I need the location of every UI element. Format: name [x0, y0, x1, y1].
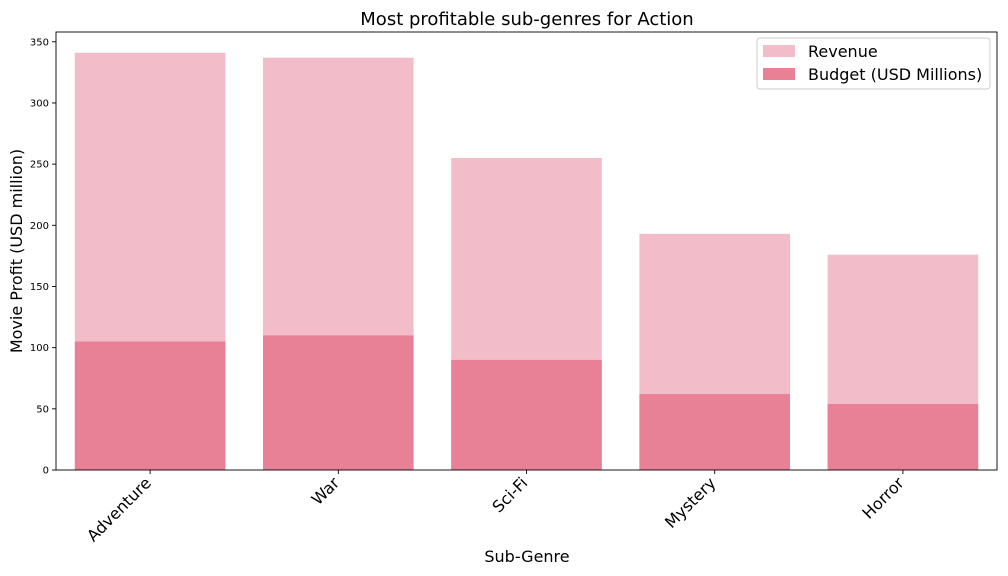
- y-tick-label: 0: [43, 466, 49, 477]
- y-tick-label: 300: [30, 98, 49, 109]
- y-tick-label: 200: [30, 221, 49, 232]
- bar-budget-horror: [827, 403, 979, 470]
- legend-swatch: [763, 45, 795, 57]
- bar-budget-war: [263, 335, 414, 470]
- x-axis-label: Sub-Genre: [484, 547, 569, 566]
- x-axis: Adventure War Sci-Fi Mystery Horror: [83, 470, 908, 545]
- bar-budget-adventure: [74, 341, 226, 470]
- x-tick-label-adventure: Adventure: [83, 473, 155, 545]
- legend-swatch: [763, 68, 795, 80]
- legend-label: Budget (USD Millions): [808, 65, 982, 84]
- y-tick-label: 250: [30, 160, 49, 171]
- x-tick-label-war: War: [308, 473, 344, 509]
- x-tick-label-mystery: Mystery: [661, 473, 720, 532]
- y-axis-label: Movie Profit (USD million): [7, 149, 26, 353]
- y-tick-label: 50: [36, 404, 49, 415]
- x-tick-label-horror: Horror: [858, 473, 908, 523]
- chart-title: Most profitable sub-genres for Action: [360, 9, 693, 30]
- bars-layer: [74, 52, 979, 471]
- legend-box: [756, 37, 991, 90]
- legend: Revenue Budget (USD Millions): [756, 37, 991, 90]
- bar-budget-sci-fi: [451, 359, 602, 470]
- bar-budget-mystery: [639, 394, 790, 470]
- y-tick-label: 100: [30, 343, 49, 354]
- y-tick-label: 350: [30, 37, 49, 48]
- x-tick-label-sci-fi: Sci-Fi: [488, 473, 531, 516]
- y-tick-label: 150: [30, 282, 49, 293]
- y-axis: 0 50 100 150 200 250 300 350: [30, 37, 56, 477]
- legend-label: Revenue: [808, 42, 878, 61]
